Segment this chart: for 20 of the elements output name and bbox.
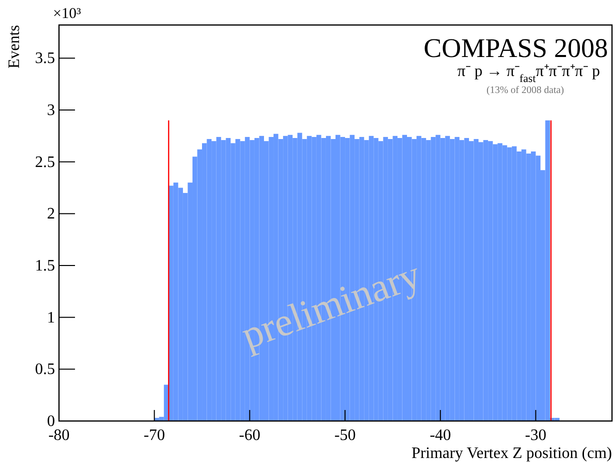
x-tick-label: -80 [48, 427, 70, 444]
annotation: (13% of 2008 data) [486, 85, 564, 96]
y-axis-title: Events [6, 25, 23, 69]
text: ×10³ [53, 6, 82, 22]
y-tick-label: 2 [47, 206, 55, 223]
y-tick-label: 2.5 [35, 154, 55, 171]
x-tick-label: -40 [430, 427, 452, 444]
x-tick-label: -70 [144, 427, 166, 444]
x-tick-label: -60 [239, 427, 260, 444]
x-tick-label: -30 [525, 427, 546, 444]
y-tick-label: 3 [47, 102, 55, 120]
x-axis-title: Primary Vertex Z position (cm) [411, 445, 612, 462]
y-tick-label: 1.5 [35, 258, 55, 275]
annotation: π⁻ p → π⁻$_{fast}$π⁺π⁻π⁺π⁻ p [457, 63, 600, 85]
y-tick-label: 0.5 [35, 361, 55, 378]
annotation: COMPASS 2008 [424, 33, 608, 63]
y-tick-label: 1 [47, 309, 55, 326]
y-tick-label: 3.5 [35, 50, 55, 68]
x-tick-label: -50 [334, 427, 356, 444]
y-tick-label: 0 [47, 413, 55, 430]
